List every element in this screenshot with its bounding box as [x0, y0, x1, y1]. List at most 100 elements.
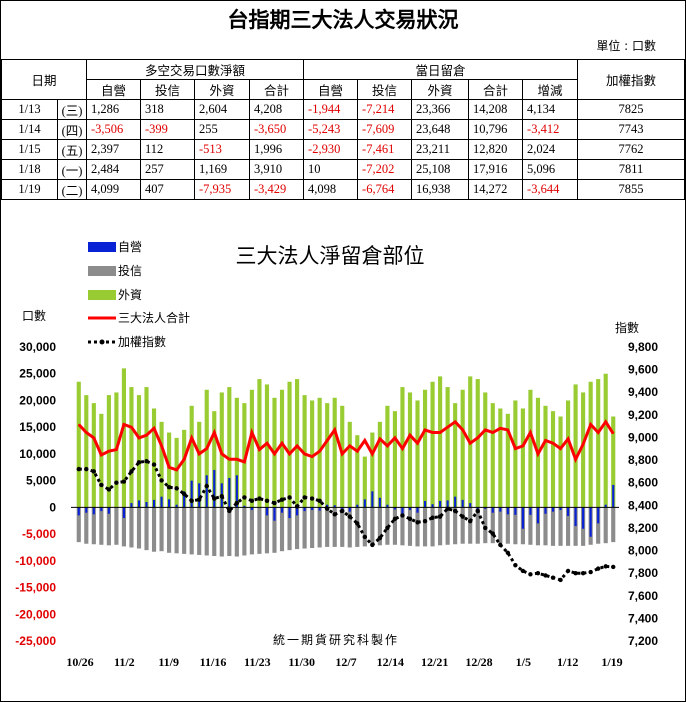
index-point [264, 498, 270, 503]
table-cell: -399 [140, 119, 196, 140]
dealer-bar [499, 507, 502, 512]
trust-bar [287, 507, 292, 551]
table-header-row-2: 自營 投信 外資 合計 自營 投信 外資 合計 增減 [2, 79, 685, 100]
table-cell: -2,930 [303, 139, 359, 160]
dealer-bar [582, 507, 585, 529]
date-header: 日期 [0, 59, 88, 100]
dealer-bar [341, 507, 344, 510]
dealer-bar [484, 507, 487, 509]
table-cell: -513 [194, 139, 251, 160]
right-tick-label: 9,000 [628, 430, 658, 444]
col-header: 投信 [140, 79, 196, 100]
dealer-bar [363, 499, 366, 508]
row-weekday: (四) [56, 119, 88, 140]
left-tick-label: 0 [49, 500, 56, 514]
index-point [219, 494, 224, 499]
dealer-bar [318, 507, 321, 511]
index-point [460, 514, 465, 519]
foreign-bar [167, 432, 172, 508]
table-cell: 10 [303, 159, 359, 180]
foreign-bar [505, 413, 510, 508]
x-tick-label: 10/26 [66, 655, 93, 669]
dealer-bar [175, 504, 178, 508]
foreign-bar [234, 397, 239, 508]
table-cell: 1,996 [249, 139, 305, 160]
right-tick-label: 9,400 [628, 385, 658, 399]
total-point [492, 432, 494, 434]
foreign-bar [212, 411, 217, 508]
row-index: 7762 [577, 139, 686, 160]
credit-label: 統一期貨研究科製作 [273, 632, 399, 647]
index-point [490, 531, 495, 536]
total-point [228, 458, 230, 460]
table-cell: 5,096 [522, 159, 579, 180]
total-point [213, 432, 215, 434]
index-point [588, 569, 593, 575]
dealer-bar [77, 507, 80, 516]
total-point [221, 453, 223, 455]
legend-label: 加權指數 [118, 334, 166, 349]
index-point [121, 479, 127, 484]
total-point [123, 424, 125, 426]
foreign-bar [174, 437, 179, 508]
index-point [212, 496, 217, 501]
right-tick-label: 8,200 [628, 521, 658, 535]
dealer-bar [130, 503, 133, 508]
dealer-bar [235, 475, 238, 508]
trust-bar [189, 507, 194, 555]
index-point [181, 491, 187, 497]
index-point [309, 496, 315, 501]
index-point [106, 487, 112, 492]
table-cell: 4,134 [522, 99, 579, 120]
total-point [78, 424, 80, 426]
x-tick-label: 12/21 [421, 655, 448, 669]
foreign-bar [189, 405, 194, 508]
index-point [317, 498, 322, 503]
trust-bar [362, 507, 367, 547]
trust-bar [91, 507, 96, 545]
trust-bar [227, 507, 232, 557]
total-point [432, 432, 434, 434]
trust-bar [84, 507, 89, 544]
index-point [475, 508, 480, 514]
table-cell: 112 [140, 139, 196, 160]
foreign-bar [438, 376, 443, 508]
index-point [573, 570, 578, 576]
trust-bar [550, 507, 556, 546]
dealer-bar [85, 507, 88, 513]
table-cell: -3,650 [249, 119, 305, 140]
foreign-bar [385, 405, 390, 508]
dealer-bar [514, 507, 517, 515]
trust-bar [340, 507, 345, 547]
dealer-bar [122, 507, 126, 519]
col-header: 增減 [522, 79, 579, 100]
trust-bar [242, 507, 247, 556]
trust-bar [279, 507, 285, 552]
total-point [469, 442, 471, 444]
table-cell: 23,211 [411, 139, 470, 160]
foreign-bar [377, 421, 382, 508]
page-title: 台指期三大法人交易狀況 [227, 8, 459, 32]
index-point [287, 495, 292, 500]
trust-bar [212, 507, 217, 557]
left-tick-label: -25,000 [15, 634, 56, 648]
foreign-bar [151, 408, 157, 508]
foreign-bar [453, 403, 458, 508]
legend-trust-swatch [88, 266, 116, 276]
dealer-bar [612, 484, 615, 508]
foreign-bar [294, 379, 300, 508]
foreign-bar [581, 392, 586, 508]
foreign-bar [611, 416, 616, 508]
trust-bar [528, 507, 533, 545]
foreign-bar [392, 411, 398, 508]
table-cell: 255 [194, 119, 251, 140]
left-tick-label: -5,000 [22, 527, 56, 541]
table-cell: 407 [140, 179, 196, 200]
trust-bar [438, 507, 443, 546]
table-cell: -5,243 [303, 119, 359, 140]
total-point [341, 453, 343, 455]
trust-bar [468, 507, 473, 544]
x-tick-label: 12/14 [377, 655, 404, 669]
row-date: 1/13 [1, 99, 58, 120]
row-date: 1/15 [1, 139, 58, 160]
